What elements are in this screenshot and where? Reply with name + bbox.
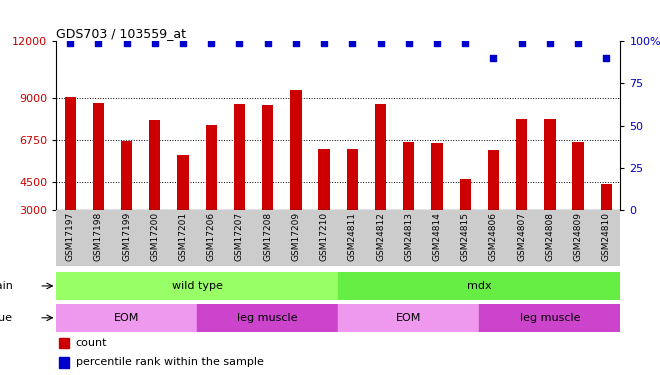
Bar <box>479 304 620 332</box>
Text: EOM: EOM <box>396 313 422 323</box>
Bar <box>459 179 471 266</box>
Text: GSM17208: GSM17208 <box>263 212 272 261</box>
Point <box>432 40 442 46</box>
Text: GSM17200: GSM17200 <box>150 212 159 261</box>
Point <box>93 40 104 46</box>
Bar <box>206 124 217 266</box>
Text: GSM17199: GSM17199 <box>122 212 131 261</box>
Point <box>516 40 527 46</box>
Text: GSM17207: GSM17207 <box>235 212 244 261</box>
Text: GSM17201: GSM17201 <box>179 212 187 261</box>
Bar <box>488 150 499 266</box>
Bar <box>319 148 330 266</box>
Point <box>65 40 75 46</box>
Bar <box>56 272 338 300</box>
Point <box>573 40 583 46</box>
Point <box>121 40 132 46</box>
Text: GSM24812: GSM24812 <box>376 212 385 261</box>
Bar <box>56 304 197 332</box>
Point <box>234 40 245 46</box>
Text: GSM17206: GSM17206 <box>207 212 216 261</box>
Text: GSM24807: GSM24807 <box>517 212 526 261</box>
Text: GSM24813: GSM24813 <box>405 212 413 261</box>
Text: percentile rank within the sample: percentile rank within the sample <box>76 357 264 367</box>
Text: GSM17197: GSM17197 <box>66 212 75 261</box>
Point <box>319 40 329 46</box>
Bar <box>262 105 273 266</box>
Point <box>460 40 471 46</box>
Text: GSM17209: GSM17209 <box>292 212 300 261</box>
Text: GSM17210: GSM17210 <box>319 212 329 261</box>
Point <box>290 40 301 46</box>
Text: leg muscle: leg muscle <box>238 313 298 323</box>
Text: GSM24811: GSM24811 <box>348 212 357 261</box>
Point <box>178 40 188 46</box>
Point <box>403 40 414 46</box>
Bar <box>403 142 414 266</box>
Text: leg muscle: leg muscle <box>519 313 580 323</box>
Text: count: count <box>76 338 108 348</box>
Text: GSM24808: GSM24808 <box>545 212 554 261</box>
Point <box>263 40 273 46</box>
Text: GSM17198: GSM17198 <box>94 212 103 261</box>
Bar <box>346 149 358 266</box>
Text: GSM24815: GSM24815 <box>461 212 470 261</box>
Bar <box>601 184 612 266</box>
Bar <box>516 119 527 266</box>
Text: GSM24806: GSM24806 <box>489 212 498 261</box>
Bar <box>149 120 160 266</box>
Text: GDS703 / 103559_at: GDS703 / 103559_at <box>56 27 186 40</box>
Bar <box>234 104 245 266</box>
Text: strain: strain <box>0 281 13 291</box>
Point <box>544 40 555 46</box>
Text: GSM24814: GSM24814 <box>432 212 442 261</box>
Bar <box>338 272 620 300</box>
Text: tissue: tissue <box>0 313 13 323</box>
Text: GSM24810: GSM24810 <box>602 212 611 261</box>
Bar <box>290 90 302 266</box>
Bar <box>197 304 338 332</box>
Point <box>347 40 358 46</box>
Bar <box>375 104 386 266</box>
Point <box>488 55 499 61</box>
Point <box>601 55 612 61</box>
Bar <box>59 357 69 368</box>
Text: mdx: mdx <box>467 281 492 291</box>
Text: wild type: wild type <box>172 281 222 291</box>
Bar <box>178 154 189 266</box>
Point <box>206 40 216 46</box>
Bar <box>65 97 76 266</box>
Bar <box>544 119 556 266</box>
Text: EOM: EOM <box>114 313 139 323</box>
Point <box>376 40 386 46</box>
Bar <box>93 103 104 266</box>
Text: GSM24809: GSM24809 <box>574 212 583 261</box>
Bar <box>432 144 443 266</box>
Bar <box>572 142 583 266</box>
Point <box>150 40 160 46</box>
Bar <box>59 338 69 348</box>
Bar <box>338 304 479 332</box>
Bar <box>121 141 132 266</box>
